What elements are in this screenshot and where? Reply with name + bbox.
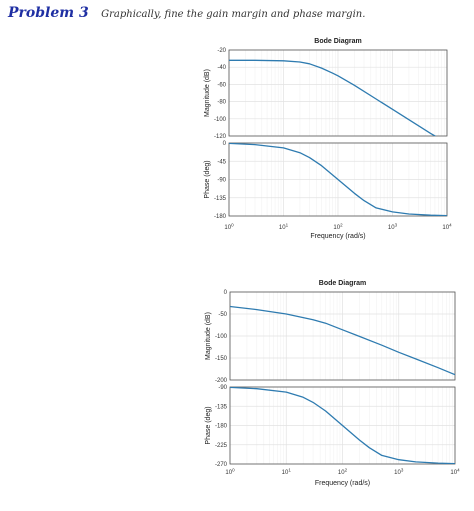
y-tick-label: -200 <box>215 378 228 384</box>
y-tick-label: -100 <box>215 334 228 340</box>
y-axis-label: Phase (deg) <box>204 160 211 198</box>
problem-heading: Problem 3 Graphically, fine the gain mar… <box>8 4 365 22</box>
series-line <box>230 305 455 376</box>
y-tick-label: -120 <box>214 134 227 140</box>
x-tick-label: 101 <box>282 468 292 477</box>
series-line <box>230 387 455 464</box>
y-tick-label: -180 <box>214 214 227 220</box>
series-line <box>229 59 437 136</box>
y-tick-label: -135 <box>214 196 227 202</box>
x-tick-label: 102 <box>333 223 343 232</box>
phase-panel: 0 -45 -90 -135 -180 Phase (deg) <box>204 141 448 220</box>
x-tick-label: 100 <box>224 223 234 232</box>
y-tick-label: -270 <box>215 462 228 468</box>
y-tick-label: -150 <box>215 356 228 362</box>
x-tick-label: 104 <box>442 223 452 232</box>
y-tick-label: -60 <box>217 82 226 88</box>
axes-box <box>229 386 456 465</box>
y-tick-label: -45 <box>217 159 226 165</box>
magnitude-panel: 0 -50 -100 -150 -200 Magnitude (dB) <box>205 290 456 384</box>
y-axis-label: Magnitude (dB) <box>205 312 212 360</box>
y-tick-label: -225 <box>215 443 228 449</box>
x-tick-label: 102 <box>338 468 348 477</box>
y-tick-label: -100 <box>214 117 227 123</box>
y-tick-label: -20 <box>217 48 226 54</box>
bode-diagram-2: Bode Diagram 0 -50 -100 -150 -200 Magnitude (d… <box>205 280 460 487</box>
x-axis-label: Frequency (rad/s) <box>310 233 365 240</box>
y-tick-label: -40 <box>217 65 226 71</box>
x-tick-label: 101 <box>279 223 289 232</box>
y-tick-label: 0 <box>223 141 227 147</box>
axes-box <box>229 291 456 381</box>
y-tick-label: -80 <box>217 100 226 106</box>
y-tick-label: -135 <box>215 404 228 410</box>
chart-title: Bode Diagram <box>319 280 366 287</box>
chart-title: Bode Diagram <box>314 38 361 45</box>
bode-diagram-1: Bode Diagram -20 -40 -60 -80 -100 -120 Magnitud… <box>204 38 452 240</box>
y-tick-label: -180 <box>215 424 228 430</box>
magnitude-panel: -20 -40 -60 -80 -100 -120 Magnitude (dB) <box>204 48 448 140</box>
axes-box <box>228 49 448 137</box>
y-tick-label: 0 <box>224 290 228 296</box>
problem-label: Problem 3 <box>8 5 89 21</box>
x-tick-label: 103 <box>394 468 404 477</box>
y-tick-label: -50 <box>218 312 227 318</box>
x-axis-label: Frequency (rad/s) <box>315 480 370 487</box>
y-axis-label: Phase (deg) <box>205 406 212 444</box>
x-tick-label: 100 <box>225 468 235 477</box>
axes-box <box>228 142 448 217</box>
x-tick-label: 103 <box>388 223 398 232</box>
x-tick-label: 104 <box>450 468 460 477</box>
y-tick-label: -90 <box>217 178 226 184</box>
y-axis-label: Magnitude (dB) <box>204 69 211 117</box>
problem-text: Graphically, fine the gain margin and ph… <box>101 9 366 20</box>
phase-panel: -90 -135 -180 -225 -270 Phase (deg) <box>205 385 456 468</box>
y-tick-label: -90 <box>218 385 227 391</box>
series-line <box>229 143 447 216</box>
